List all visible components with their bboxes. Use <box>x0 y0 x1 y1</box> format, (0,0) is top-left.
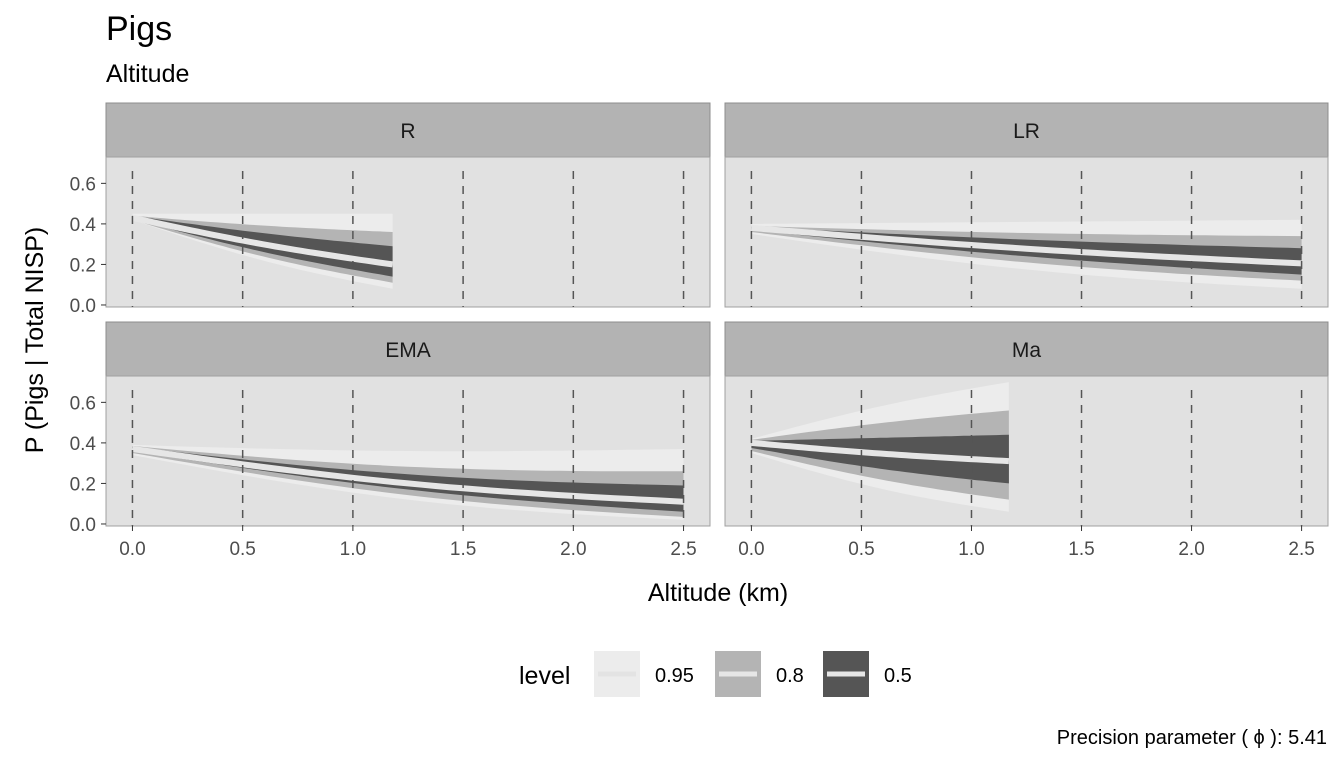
median-line-EMA <box>132 446 684 505</box>
facet-strip-EMA <box>105 321 711 377</box>
y-axis-title: P (Pigs | Total NISP) <box>21 227 49 454</box>
chart-subtitle: Altitude <box>106 60 189 88</box>
facet-strip-R <box>105 102 711 158</box>
x-tick-label-Ma-4: 2.0 <box>1178 539 1204 560</box>
median-line-LR <box>751 224 1302 267</box>
x-tick-label-Ma-1: 0.5 <box>848 539 874 560</box>
precision-caption: Precision parameter ( ϕ ): 5.41 <box>1057 727 1327 749</box>
median-line-R <box>131 214 394 268</box>
facet-panel-LR: LR <box>724 102 1329 308</box>
facet-strip-LR <box>724 102 1329 158</box>
y-tick-label-EMA-0: 0.0 <box>70 515 96 536</box>
x-tick-label-EMA-4: 2.0 <box>560 539 586 560</box>
y-tick-label-R-0: 0.0 <box>70 296 96 317</box>
legend-entry-0.95[interactable]: 0.95 <box>594 651 694 697</box>
facet-strip-label-EMA: EMA <box>385 339 431 362</box>
y-tick-label-R-2: 0.4 <box>70 215 97 236</box>
legend-entry-0.5[interactable]: 0.5 <box>823 651 912 697</box>
legend: level 0.95 0.8 0.5 <box>519 651 912 697</box>
facet-panels: R 0.0 0.2 0.4 0.6 LR EMA 0.0 0.2 0.4 0.6 0.0 0.5 1.0 1… <box>70 102 1329 560</box>
x-tick-label-EMA-0: 0.0 <box>119 539 145 560</box>
facet-strip-label-R: R <box>400 120 415 143</box>
y-tick-label-EMA-2: 0.4 <box>70 434 97 455</box>
median-line-Ma <box>751 439 1010 465</box>
facet-panel-Ma: Ma 0.0 0.5 1.0 1.5 2.0 2.5 <box>724 321 1329 560</box>
x-tick-label-Ma-2: 1.0 <box>958 539 984 560</box>
y-tick-label-R-3: 0.6 <box>70 174 96 195</box>
facet-strip-Ma <box>724 321 1329 377</box>
legend-title: level <box>519 662 570 690</box>
facet-panel-EMA: EMA 0.0 0.2 0.4 0.6 0.0 0.5 1.0 1.5 2.0 2.5 <box>70 321 711 560</box>
x-tick-label-Ma-5: 2.5 <box>1288 539 1314 560</box>
x-tick-label-EMA-3: 1.5 <box>450 539 476 560</box>
y-tick-label-EMA-1: 0.2 <box>70 474 96 495</box>
legend-label-0.95: 0.95 <box>655 665 694 687</box>
x-tick-label-EMA-2: 1.0 <box>340 539 366 560</box>
x-tick-label-Ma-0: 0.0 <box>738 539 764 560</box>
x-tick-label-EMA-1: 0.5 <box>229 539 255 560</box>
y-tick-label-R-1: 0.2 <box>70 255 96 276</box>
x-tick-label-EMA-5: 2.5 <box>670 539 696 560</box>
x-axis-title: Altitude (km) <box>648 579 788 607</box>
legend-label-0.8: 0.8 <box>776 665 804 687</box>
facet-strip-label-LR: LR <box>1013 120 1040 143</box>
legend-entry-0.8[interactable]: 0.8 <box>715 651 804 697</box>
y-tick-label-EMA-3: 0.6 <box>70 393 96 414</box>
x-tick-label-Ma-3: 1.5 <box>1068 539 1094 560</box>
legend-label-0.5: 0.5 <box>884 665 912 687</box>
facet-strip-label-Ma: Ma <box>1012 339 1041 362</box>
facet-panel-R: R 0.0 0.2 0.4 0.6 <box>70 102 711 317</box>
chart-title: Pigs <box>106 10 172 48</box>
